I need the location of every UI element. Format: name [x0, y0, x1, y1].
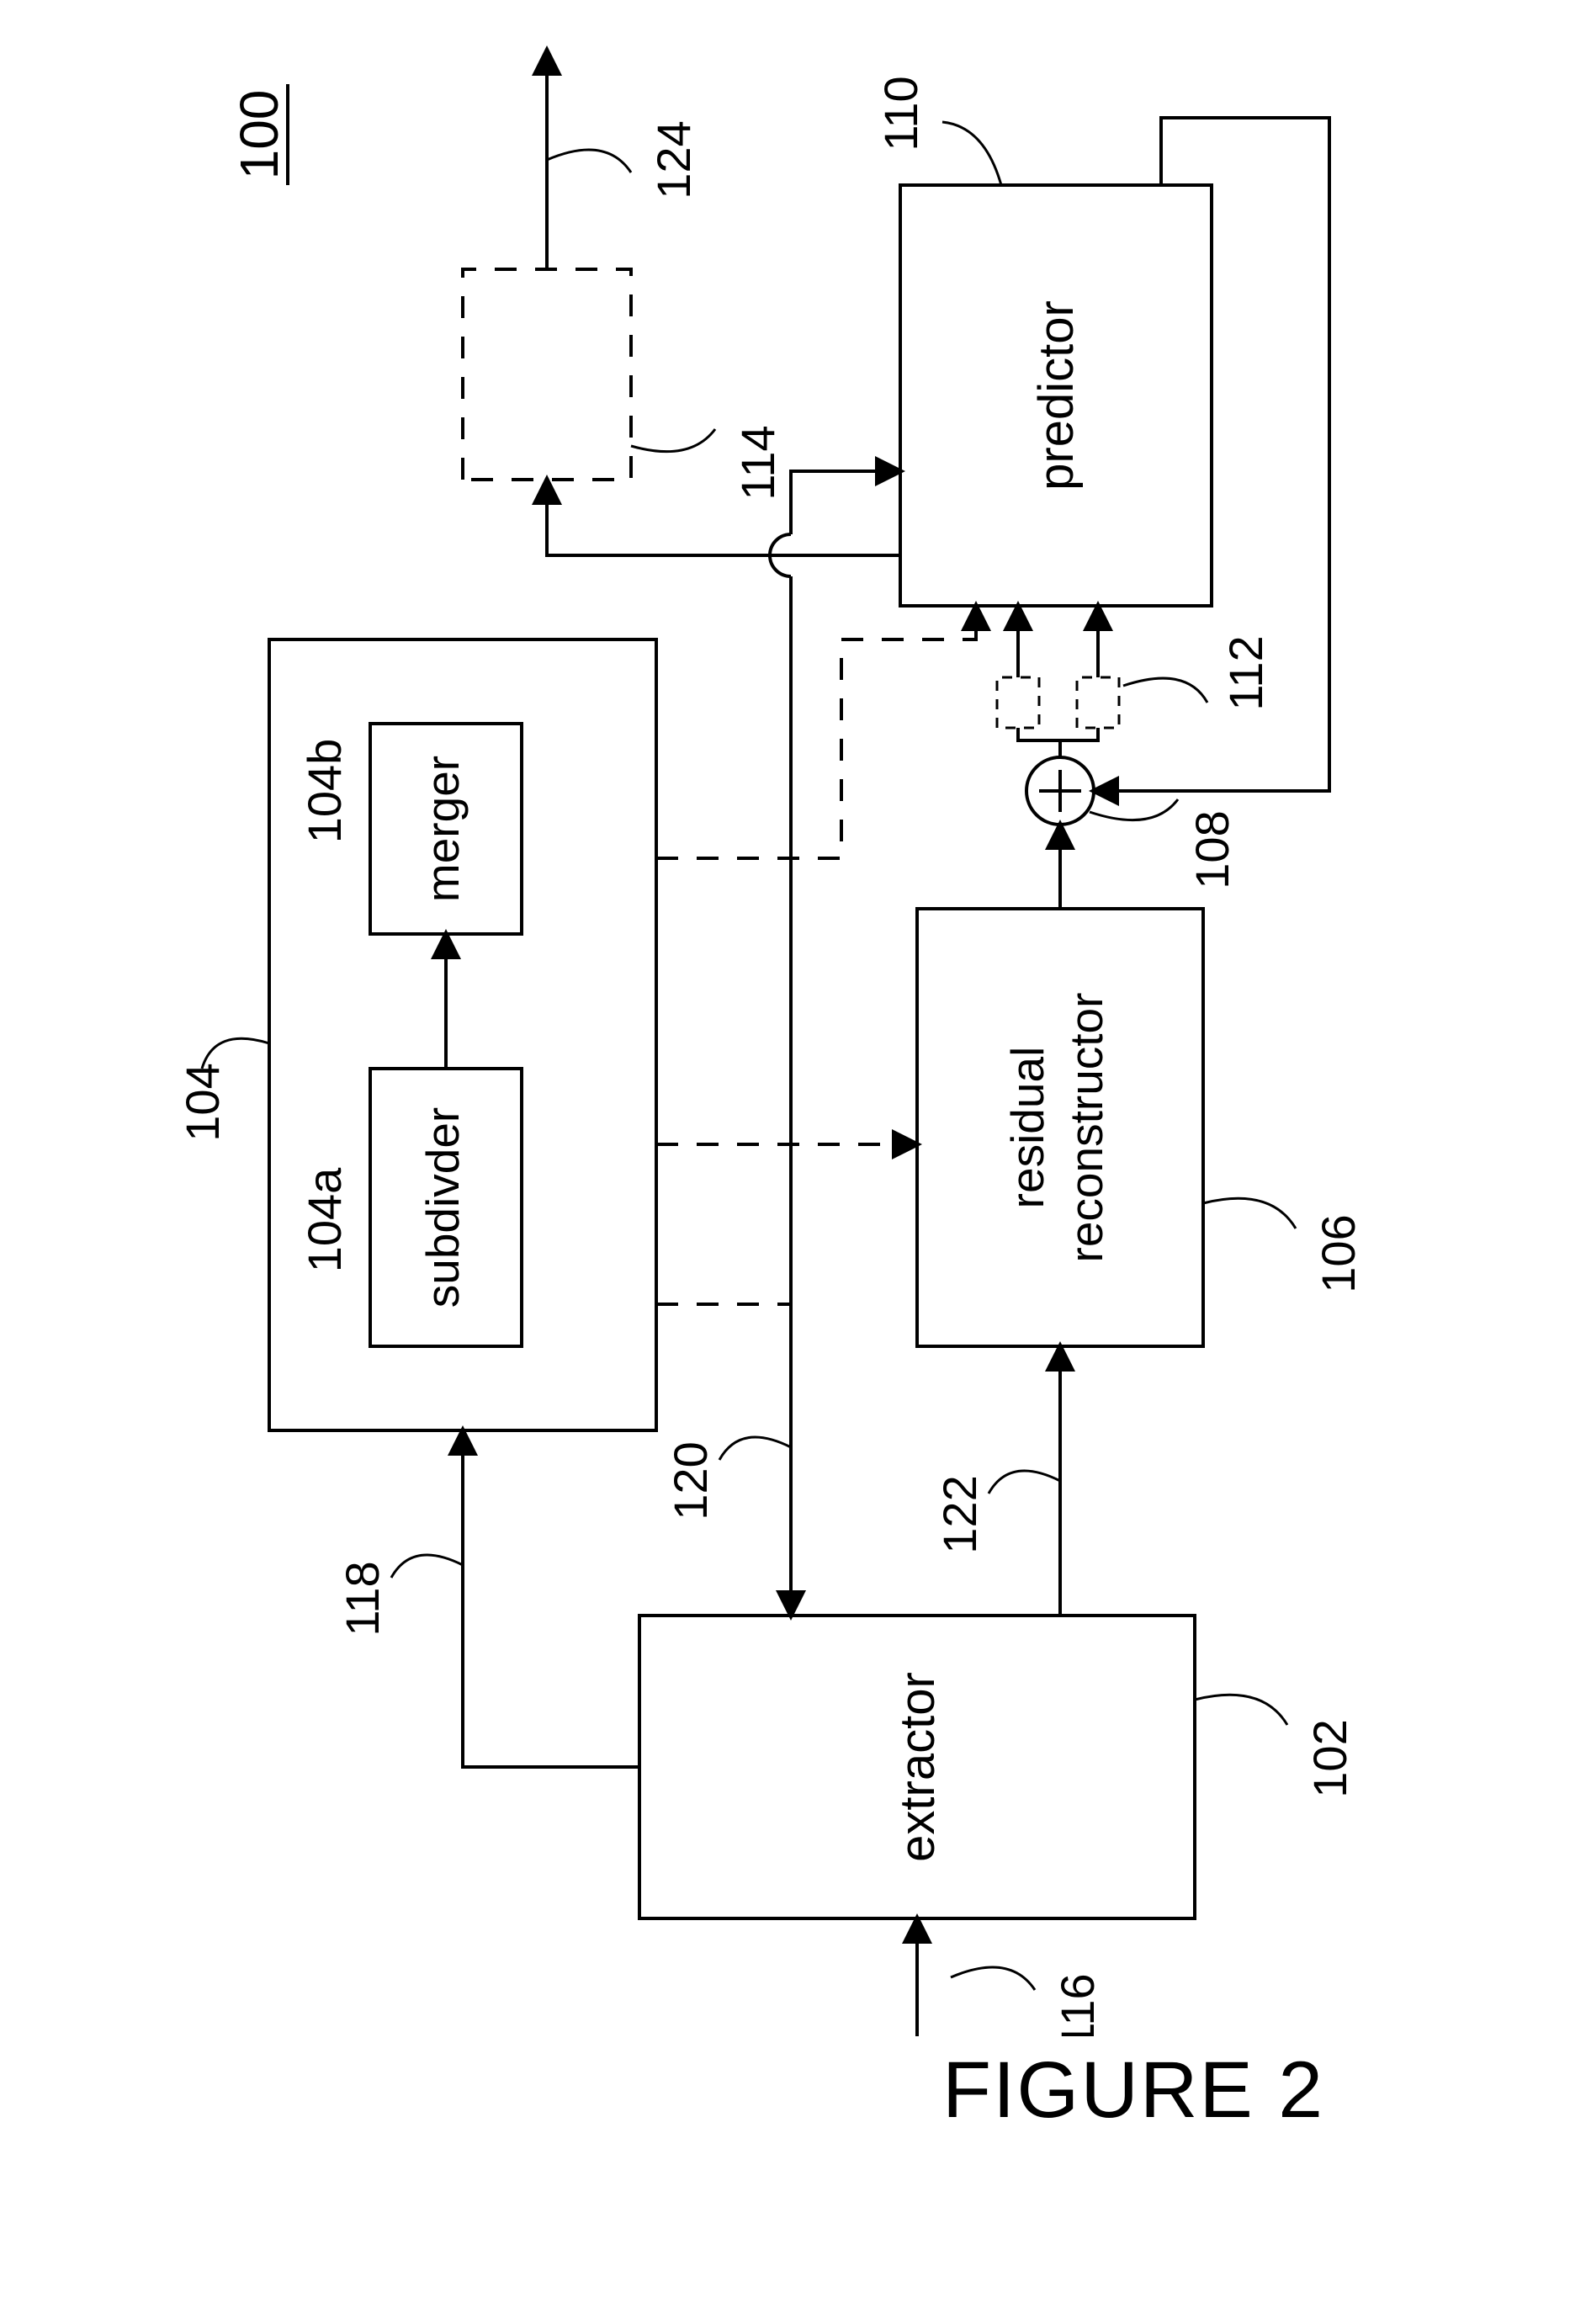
merger-label: merger — [416, 756, 469, 902]
subdivider-block: subdivder — [370, 1069, 522, 1346]
subdivider-ref: 104a — [298, 1167, 351, 1272]
signal-120-ref: 120 — [664, 1441, 717, 1520]
signal-122-ref: 122 — [933, 1475, 986, 1553]
predictor-label: predictor — [1029, 300, 1084, 491]
subdivider-label: subdivder — [416, 1107, 469, 1308]
extractor-block: extractor — [639, 1616, 1195, 1918]
diagram-svg: 100 extractor 102 116 104 subdivder 104a — [168, 17, 1430, 2036]
adder-to-112a — [1018, 728, 1060, 757]
predictor-ref: 110 — [874, 76, 927, 151]
adder-to-112b — [1060, 728, 1098, 757]
opt-112b — [1077, 677, 1119, 728]
adder-node — [1026, 757, 1094, 825]
residual-label-line2: reconstructor — [1060, 993, 1112, 1263]
residual-ref: 106 — [1312, 1214, 1365, 1292]
merger-block: merger — [370, 724, 522, 934]
input-ref: 116 — [1051, 1973, 1104, 2036]
opt114-ref: 114 — [731, 425, 784, 500]
figure-number: 100 — [229, 84, 289, 185]
opt-112a — [997, 677, 1039, 728]
opt-114-block — [463, 269, 631, 480]
signal-118 — [463, 1430, 639, 1767]
figure-caption: FIGURE 2 — [942, 2045, 1324, 2136]
extractor-label: extractor — [890, 1672, 945, 1862]
residual-label-line1: residual — [1001, 1047, 1053, 1209]
adder-ref: 108 — [1185, 810, 1238, 889]
diagram-stage: 100 extractor 102 116 104 subdivder 104a — [168, 17, 1430, 2036]
signal-120 — [770, 471, 900, 1616]
residual-reconstructor-block: residual reconstructor — [917, 909, 1203, 1346]
output-ref: 124 — [647, 120, 700, 199]
dashed-ctrl-3 — [656, 606, 976, 858]
predictor-block: predictor — [900, 185, 1212, 606]
group104-ref: 104 — [176, 1063, 229, 1141]
signal-118-ref: 118 — [336, 1561, 389, 1636]
merger-ref: 104b — [298, 739, 351, 844]
opt112-ref: 112 — [1219, 635, 1272, 710]
extractor-ref: 102 — [1303, 1719, 1356, 1797]
figure-number-text: 100 — [229, 90, 289, 180]
